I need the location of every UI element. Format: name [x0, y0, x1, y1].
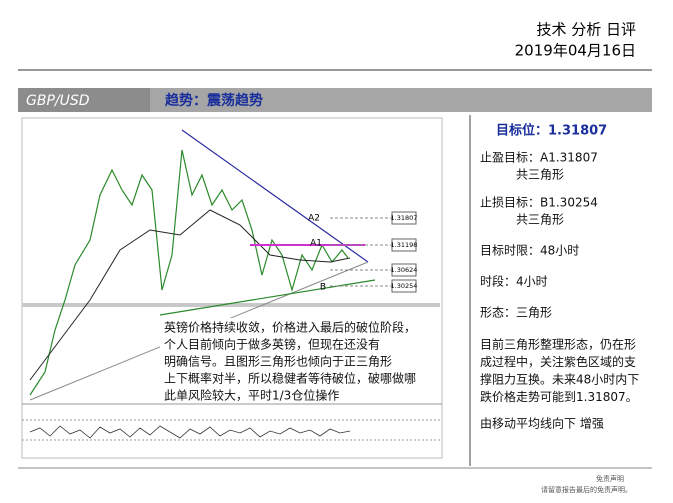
chart: A2 A1 B 1.31807 1.31198 1.30624 1.30254 … — [21, 117, 443, 459]
take-profit: 止盈目标：A1.31807 — [480, 151, 598, 165]
analysis-line: 跌价格走势可能到1.31807。 — [480, 389, 638, 404]
level-box — [391, 238, 417, 252]
disclaimer-title: 免责声明 — [596, 474, 624, 483]
support-line — [159, 279, 376, 316]
stop-loss-note: 共三角形 — [516, 213, 564, 227]
banner-right — [150, 88, 652, 112]
level-label: 1.31198 — [391, 241, 418, 249]
comment-line: 个人目前倾向于做多英镑，但现在还没有 — [164, 337, 380, 352]
analysis: 目前三角形整理形态，仍在形成过程中，关注紫色区域的支撑阻力互换。未来48小时内下… — [480, 337, 639, 405]
note: 由移动平均线向下 增强 — [480, 416, 604, 431]
report-title: 技术 分析 日评 — [536, 21, 636, 39]
level-label: 1.31807 — [391, 214, 418, 222]
pattern: 形态：三角形 — [480, 306, 552, 320]
comment-line: 此单风险较大，平时1/3仓位操作 — [164, 388, 339, 403]
zone — [22, 303, 440, 307]
stop-loss: 止损目标：B1.30254 — [480, 196, 598, 210]
level-tag: B — [320, 283, 326, 293]
disclaimer: 请留意报告最后的免责声明。 — [541, 485, 632, 494]
take-profit-note: 共三角形 — [516, 168, 564, 182]
analysis-line: 撑阻力互换。未来48小时内下 — [480, 372, 639, 387]
level-label: 1.30624 — [391, 266, 418, 274]
level-label: 1.30254 — [391, 282, 418, 290]
report-date: 2019年04月16日 — [515, 42, 636, 60]
target: 目标位：1.31807 — [496, 123, 607, 139]
price-path — [29, 149, 349, 396]
moving-average — [29, 209, 351, 381]
timeframe: 时段：4小时 — [480, 274, 548, 289]
oscillator — [29, 425, 351, 439]
level-box — [391, 279, 417, 293]
level-tag: A2 — [308, 214, 320, 224]
trend: 趋势：震荡趋势 — [165, 92, 263, 109]
comment-line: 上下概率对半，所以稳健者等待破位，破哪做哪 — [164, 371, 416, 386]
level-tag: A1 — [310, 239, 322, 249]
pair: GBP/USD — [26, 93, 90, 109]
comment: 英镑价格持续收敛，价格进入最后的破位阶段， 个人目前倾向于做多英镑，但现在还没有明… — [164, 320, 416, 403]
level-box — [391, 211, 417, 225]
comment-line: 英镑价格持续收敛，价格进入最后的破位阶段， — [164, 320, 416, 335]
comment-line: 明确信号。且图形三角形也倾向于正三角形 — [164, 354, 392, 369]
analysis-line: 成过程中，关注紫色区域的支 — [480, 354, 636, 369]
upper-trendline — [181, 129, 369, 263]
chart-frame — [21, 117, 443, 459]
comment-box — [160, 318, 440, 402]
time-limit: 目标时限：48小时 — [480, 244, 579, 258]
analysis-line: 目前三角形整理形态，仍在形 — [480, 337, 636, 352]
level-box — [391, 263, 417, 277]
